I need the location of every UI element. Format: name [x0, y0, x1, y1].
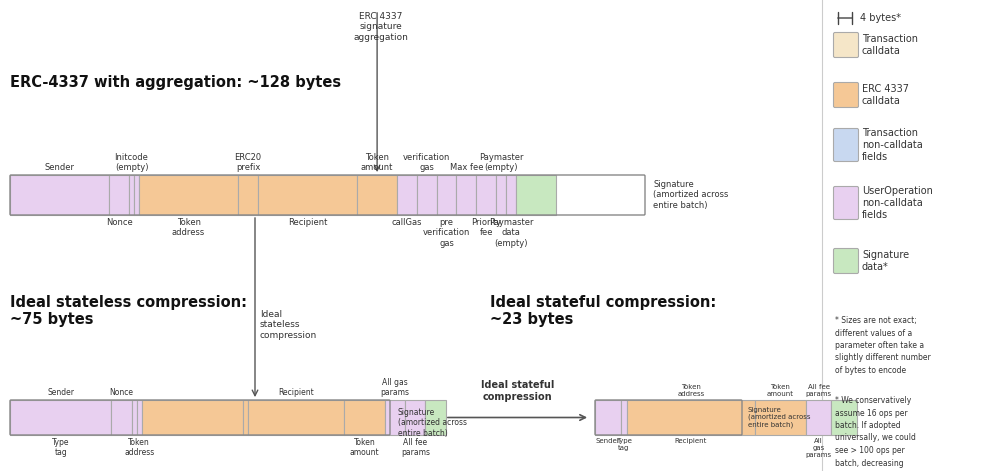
Text: Type
tag: Type tag	[52, 438, 70, 457]
Text: Token
amount: Token amount	[361, 153, 393, 172]
Text: Type
tag: Type tag	[616, 438, 632, 451]
Bar	[426, 400, 445, 435]
FancyBboxPatch shape	[834, 82, 858, 107]
Bar	[627, 400, 754, 435]
Text: Initcode
(empty): Initcode (empty)	[115, 153, 148, 172]
Bar	[109, 175, 129, 215]
Bar	[621, 400, 627, 435]
Text: Signature
(amortized across
entire batch): Signature (amortized across entire batch…	[653, 180, 728, 210]
Text: Recipient: Recipient	[279, 388, 314, 397]
Text: Ideal stateless compression:
~75 bytes: Ideal stateless compression: ~75 bytes	[10, 295, 247, 327]
Text: 4 bytes*: 4 bytes*	[860, 13, 901, 23]
Bar	[258, 175, 357, 215]
Text: Ideal stateful
compression: Ideal stateful compression	[481, 380, 554, 401]
Text: Transaction
calldata: Transaction calldata	[862, 34, 918, 56]
Bar	[516, 175, 555, 215]
Text: * Sizes are not exact;
different values of a
parameter often take a
slightly dif: * Sizes are not exact; different values …	[835, 316, 931, 375]
Text: Priority
fee: Priority fee	[471, 218, 501, 237]
Text: Transaction
non-calldata
fields: Transaction non-calldata fields	[862, 129, 923, 162]
Text: ERC20
prefix: ERC20 prefix	[234, 153, 262, 172]
FancyBboxPatch shape	[834, 249, 858, 274]
Text: Nonce: Nonce	[106, 218, 132, 227]
Text: pre
verification
gas: pre verification gas	[423, 218, 470, 248]
Text: Paymaster
data
(empty): Paymaster data (empty)	[489, 218, 534, 248]
FancyBboxPatch shape	[834, 129, 858, 162]
Text: Recipient: Recipient	[288, 218, 328, 227]
Bar	[10, 400, 111, 435]
Bar	[344, 400, 385, 435]
Bar	[141, 400, 243, 435]
Text: Nonce: Nonce	[110, 388, 133, 397]
Bar	[10, 175, 109, 215]
Bar	[243, 400, 248, 435]
Bar	[417, 175, 437, 215]
Bar	[832, 400, 857, 435]
Bar	[456, 175, 477, 215]
Text: ERC 4337
calldata: ERC 4337 calldata	[862, 84, 909, 106]
Bar	[496, 175, 506, 215]
Text: callGas: callGas	[391, 218, 422, 227]
Text: Token
address: Token address	[677, 384, 704, 397]
FancyBboxPatch shape	[834, 32, 858, 57]
Bar	[139, 175, 238, 215]
Text: Signature
data*: Signature data*	[862, 250, 909, 272]
Text: Paymaster
(empty): Paymaster (empty)	[479, 153, 524, 172]
Bar	[754, 400, 806, 435]
Bar	[357, 175, 397, 215]
Bar	[806, 400, 832, 435]
Text: All fee
params: All fee params	[401, 438, 430, 457]
Bar	[477, 175, 496, 215]
Text: Signature
(amortized across
entire batch): Signature (amortized across entire batch…	[398, 408, 467, 438]
Bar	[506, 175, 516, 215]
Text: Token
address: Token address	[172, 218, 205, 237]
Text: Ideal
stateless
compression: Ideal stateless compression	[260, 310, 317, 340]
Text: Sender: Sender	[44, 163, 75, 172]
Text: Ideal stateful compression:
~23 bytes: Ideal stateful compression: ~23 bytes	[490, 295, 716, 327]
Bar	[136, 400, 141, 435]
Text: All gas
params: All gas params	[381, 378, 409, 397]
Text: Token
amount: Token amount	[767, 384, 794, 397]
Bar	[437, 175, 456, 215]
Text: All fee
params: All fee params	[805, 384, 832, 397]
Text: Signature
(amortized across
entire batch): Signature (amortized across entire batch…	[748, 407, 810, 428]
Text: ERC-4337 with aggregation: ~128 bytes: ERC-4337 with aggregation: ~128 bytes	[10, 75, 341, 90]
Text: Sender: Sender	[47, 388, 75, 397]
Bar	[405, 400, 426, 435]
Bar	[131, 400, 136, 435]
Text: Sender: Sender	[595, 438, 620, 444]
Text: ERC 4337
signature
aggregation: ERC 4337 signature aggregation	[354, 12, 408, 42]
FancyBboxPatch shape	[834, 187, 858, 219]
Text: UserOperation
non-calldata
fields: UserOperation non-calldata fields	[862, 187, 933, 219]
Text: Max fee: Max fee	[449, 163, 484, 172]
Text: All
gas
params: All gas params	[805, 438, 832, 458]
Bar	[129, 175, 134, 215]
Bar	[397, 175, 417, 215]
Bar	[111, 400, 131, 435]
Bar	[595, 400, 621, 435]
Text: verification
gas: verification gas	[403, 153, 450, 172]
Bar	[134, 175, 139, 215]
Text: Token
address: Token address	[124, 438, 154, 457]
Bar	[385, 400, 405, 435]
Bar	[248, 400, 344, 435]
Bar	[238, 175, 258, 215]
Text: Recipient: Recipient	[675, 438, 707, 444]
Text: * We conservatively
assume 16 ops per
batch. If adopted
universally, we could
se: * We conservatively assume 16 ops per ba…	[835, 396, 926, 471]
Text: Token
amount: Token amount	[350, 438, 380, 457]
